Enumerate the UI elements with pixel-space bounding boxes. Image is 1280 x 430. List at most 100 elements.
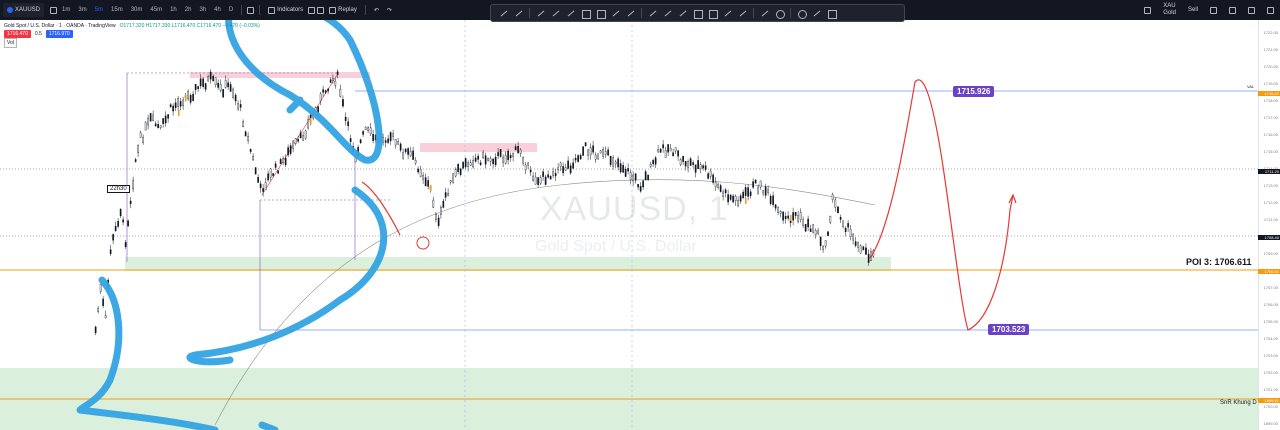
lock-drawings-icon[interactable] [812,9,821,18]
elliott-tool-icon[interactable] [663,9,672,18]
trend-line-tool-icon[interactable] [499,9,508,18]
sell-price-button[interactable]: 1716.470 [4,30,31,38]
pitchfork-tool-icon[interactable] [566,9,575,18]
candle [817,230,819,234]
candle [177,98,179,107]
short-position-tool-icon[interactable] [708,9,718,19]
path-tool-icon[interactable] [626,9,635,18]
icon-tool-icon[interactable] [775,9,785,19]
redo-button[interactable]: ↷ [386,7,392,14]
candle [529,169,532,173]
candle [709,170,712,177]
symbol-logo-icon [7,7,13,13]
projection-tool-icon[interactable] [738,9,747,18]
hide-drawings-icon[interactable] [797,9,807,19]
candle [852,233,854,241]
candle [94,326,97,334]
alert-icon[interactable] [317,6,325,14]
candle [449,179,452,183]
candle [484,155,487,165]
candle [427,180,429,187]
candle [854,241,857,246]
timeframe-3m[interactable]: 3m [78,7,87,13]
candle [604,151,607,155]
hand-drawn-annotation [76,20,388,430]
timeframe-D[interactable]: D [228,7,234,13]
symbol-search-button[interactable]: XAUUSD [3,3,45,17]
candle [137,145,139,153]
price-scale[interactable]: 1722.00 1721.00 1720.00 1719.00 1718.00 1717.… [1258,20,1280,430]
forecast-tool-icon[interactable] [723,9,732,18]
candle [694,164,697,173]
timeframe-1h[interactable]: 1h [170,7,177,13]
candle [139,132,142,138]
cycle-tool-icon[interactable] [678,9,687,18]
settings-icon[interactable] [1229,6,1236,14]
candle [362,131,364,135]
timeframe-15m[interactable]: 15m [111,7,123,13]
text-tool-icon[interactable] [760,9,769,18]
candle [267,173,269,181]
fullscreen-icon[interactable] [1267,6,1274,14]
candle [697,160,699,170]
price-tick: 1700.00 [1263,404,1278,409]
toolbar-right: XAU Gold Sell [1144,0,1274,20]
fib-tool-icon[interactable] [536,9,545,18]
candle [264,182,267,190]
undo-button[interactable]: ↶ [373,7,379,14]
layout-icon[interactable] [1144,6,1152,14]
highlight-candle [430,185,432,191]
timeframe-4h[interactable]: 4h [214,7,221,13]
quick-trade[interactable]: XAU Gold [1163,3,1176,17]
pattern-tool-icon[interactable] [648,9,657,18]
candle-style-icon[interactable] [247,6,255,14]
candle [227,82,229,88]
candle [322,89,324,93]
candle [562,166,564,174]
candle [497,152,499,157]
indicators-button[interactable]: Indicators [265,6,306,14]
timeframe-3h[interactable]: 3h [199,7,207,13]
volume-indicator-tag[interactable]: Vol [4,38,17,48]
buy-price-button[interactable]: 1716.970 [45,30,73,38]
candle [812,224,814,233]
timeframe-5m[interactable]: 5m [94,7,104,13]
long-position-tool-icon[interactable] [693,9,703,19]
candle [147,117,149,126]
candle [732,195,734,203]
search-icon[interactable] [1210,6,1217,14]
candle [617,158,619,168]
arrow-tool-icon[interactable] [611,9,620,18]
camera-icon[interactable] [1248,6,1255,14]
timeframe-2h[interactable]: 2h [184,7,192,13]
sell-box[interactable]: Sell [1188,7,1198,14]
candle [652,160,654,165]
templates-icon[interactable] [308,6,316,14]
indicators-label: Indicators [277,7,304,13]
compare-icon[interactable] [50,6,58,14]
price-chart[interactable] [0,20,1258,430]
ray-tool-icon[interactable] [514,9,523,18]
candle [194,83,197,91]
candle [632,174,634,182]
remove-drawings-icon[interactable] [827,9,837,19]
candle [452,173,454,183]
timeframe-45m[interactable]: 45m [150,7,163,13]
candle [612,157,614,167]
rectangle-tool-icon[interactable] [581,9,591,19]
price-tick: 1702.00 [1263,370,1278,375]
candle [757,186,759,195]
candle [554,173,557,177]
timeframe-30m[interactable]: 30m [130,7,143,13]
candle [349,138,352,143]
brush-tool-icon[interactable] [596,9,606,19]
candle [549,176,552,180]
channel-tool-icon[interactable] [551,9,560,18]
candle [722,191,724,197]
candle [539,177,542,184]
candle [464,158,467,168]
dotted-price-label: 1711.20 [1258,169,1280,174]
timeframe-1m[interactable]: 1m [62,7,71,13]
replay-button[interactable]: Replay [326,6,360,14]
candle [284,157,287,165]
